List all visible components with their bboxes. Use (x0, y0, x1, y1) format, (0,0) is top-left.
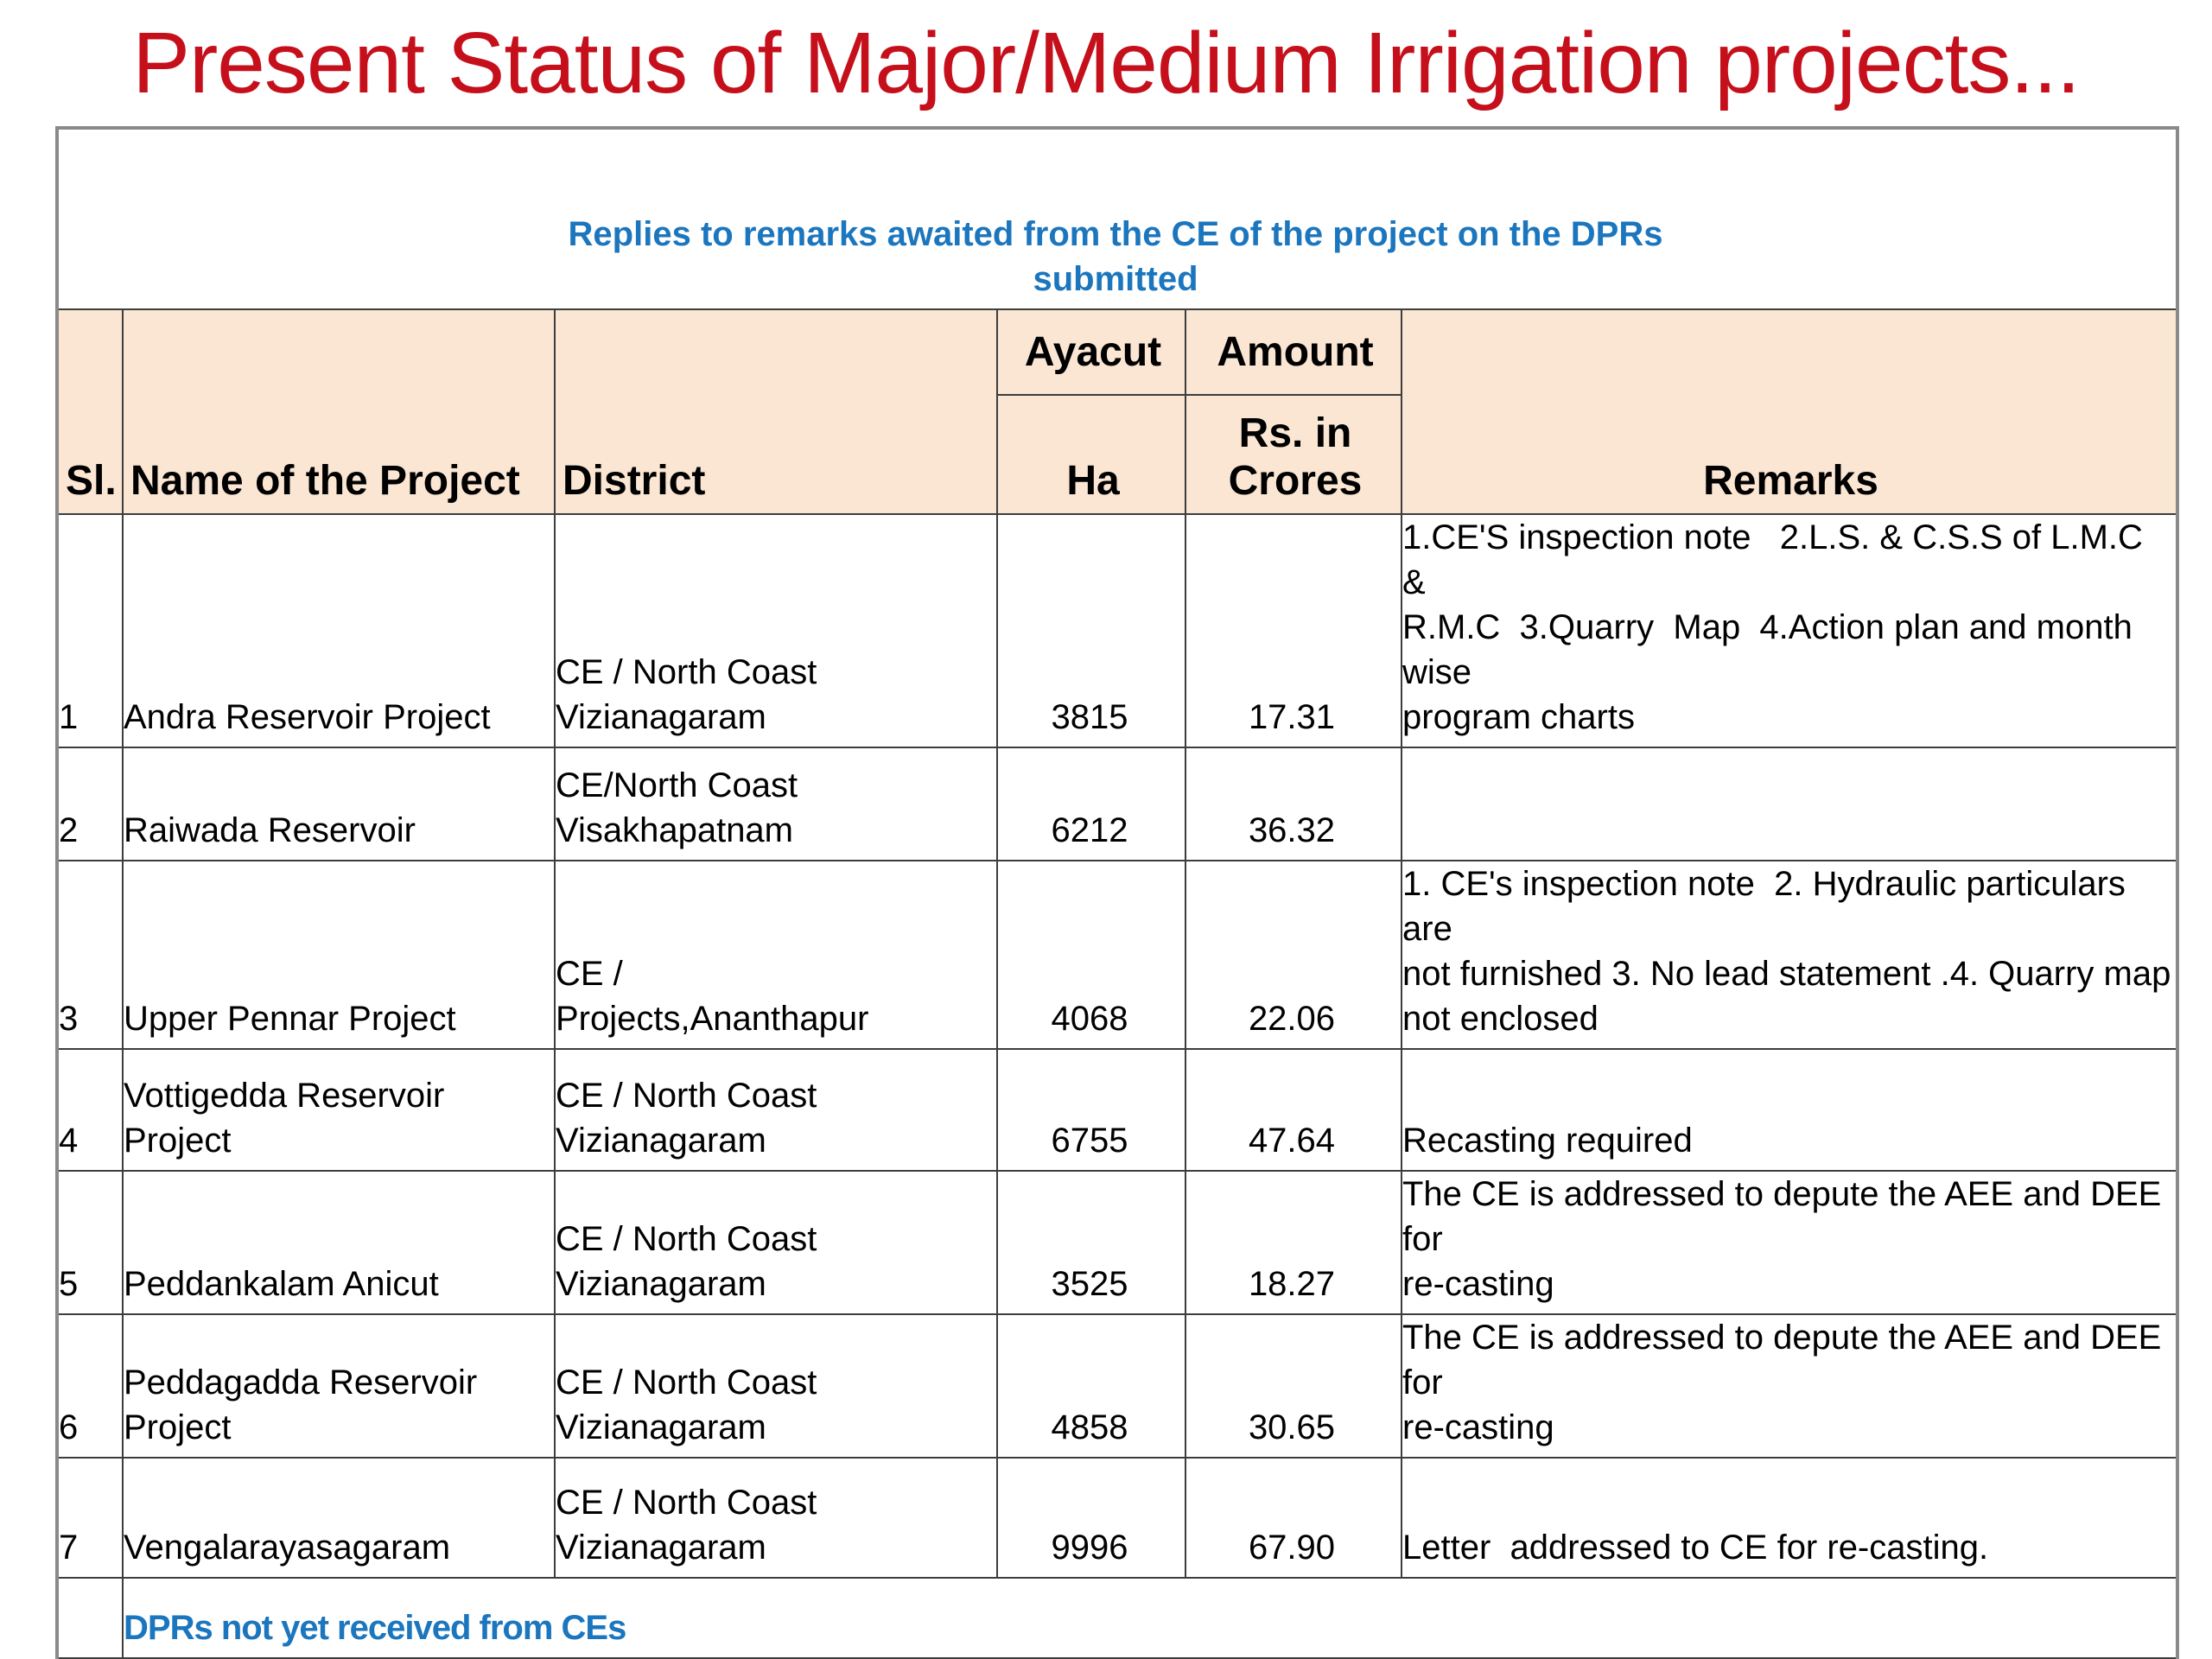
header-remarks: Remarks (1400, 308, 2179, 515)
cell-project-name: Peddankalam Anicut (122, 1170, 556, 1315)
table-row: 4 Vottigedda Reservoir Project CE / Nort… (56, 1048, 2179, 1172)
header-sl: Sl. (56, 308, 124, 515)
cell-remarks: The CE is addressed to depute the AEE an… (1400, 1170, 2179, 1315)
cell-remarks: Recasting required (1400, 1048, 2179, 1172)
status-table-wrap: Replies to remarks awaited from the CE o… (55, 126, 2180, 1659)
status-table: Replies to remarks awaited from the CE o… (55, 126, 2180, 1659)
header-ayacut: Ayacut (996, 308, 1186, 396)
cell-project-name: Peddagadda Reservoir Project (122, 1313, 556, 1459)
cell-ayacut: 9996 (996, 1457, 1186, 1579)
cell-sl: 5 (56, 1170, 124, 1315)
cell-amount: 67.90 (1185, 1457, 1402, 1579)
cell-project-name: Upper Pennar Project (122, 860, 556, 1050)
cell-amount: 36.32 (1185, 747, 1402, 861)
cell-ayacut: 3525 (996, 1170, 1186, 1315)
cell-amount: 30.65 (1185, 1313, 1402, 1459)
cell-ayacut: 4068 (996, 860, 1186, 1050)
table-row: 1 Andra Reservoir Project CE / North Coa… (56, 513, 2179, 748)
cell-project-name: Raiwada Reservoir (122, 747, 556, 861)
cell-remarks: Letter addressed to CE for re-casting. (1400, 1457, 2179, 1579)
table-row: 5 Peddankalam Anicut CE / North Coast Vi… (56, 1170, 2179, 1315)
cell-amount: 18.27 (1185, 1170, 1402, 1315)
cell-district: CE / North Coast Vizianagaram (554, 1457, 998, 1579)
header-project-name: Name of the Project (122, 308, 556, 515)
cell-remarks: 1.CE'S inspection note 2.L.S. & C.S.S of… (1400, 513, 2179, 748)
cell-amount: 47.64 (1185, 1048, 1402, 1172)
cell-district: CE / North Coast Vizianagaram (554, 1313, 998, 1459)
cell-sl: 6 (56, 1313, 124, 1459)
cell-district: CE / Projects,Ananthapur (554, 860, 998, 1050)
header-amount-unit: Rs. in Crores (1185, 394, 1402, 515)
cell-district: CE/North Coast Visakhapatnam (554, 747, 998, 861)
table-row: 3 Upper Pennar Project CE / Projects,Ana… (56, 860, 2179, 1050)
cell-remarks: The CE is addressed to depute the AEE an… (1400, 1313, 2179, 1459)
cell-sl: 7 (56, 1457, 124, 1579)
cell-ayacut: 6212 (996, 747, 1186, 861)
cell-amount: 17.31 (1185, 513, 1402, 748)
table-row: 2 Raiwada Reservoir CE/North Coast Visak… (56, 747, 2179, 861)
table-row: 6 Peddagadda Reservoir Project CE / Nort… (56, 1313, 2179, 1459)
cell-sl: 4 (56, 1048, 124, 1172)
table-subtitle: Replies to remarks awaited from the CE o… (55, 127, 2179, 310)
cell-sl: 1 (56, 513, 124, 748)
cell-remarks (1400, 747, 2179, 861)
cell-sl-empty (56, 1577, 124, 1659)
cell-ayacut: 6755 (996, 1048, 1186, 1172)
cell-ayacut: 4858 (996, 1313, 1186, 1459)
cell-ayacut: 3815 (996, 513, 1186, 748)
cell-sl: 2 (56, 747, 124, 861)
header-amount: Amount (1185, 308, 1402, 396)
section-banner-row: DPRs not yet received from CEs (56, 1577, 2179, 1659)
cell-project-name: Vengalarayasagaram (122, 1457, 556, 1579)
page-title: Present Status of Major/Medium Irrigatio… (132, 15, 2081, 111)
section-banner: DPRs not yet received from CEs (121, 1577, 2179, 1659)
cell-sl: 3 (56, 860, 124, 1050)
cell-district: CE / North Coast Vizianagaram (554, 513, 998, 748)
cell-district: CE / North Coast Vizianagaram (554, 1170, 998, 1315)
cell-remarks: 1. CE's inspection note 2. Hydraulic par… (1400, 860, 2179, 1050)
table-row: 7 Vengalarayasagaram CE / North Coast Vi… (56, 1457, 2179, 1579)
cell-amount: 22.06 (1185, 860, 1402, 1050)
cell-project-name: Andra Reservoir Project (122, 513, 556, 748)
header-district: District (554, 308, 998, 515)
cell-project-name: Vottigedda Reservoir Project (122, 1048, 556, 1172)
cell-district: CE / North Coast Vizianagaram (554, 1048, 998, 1172)
header-ayacut-unit: Ha (996, 394, 1186, 515)
